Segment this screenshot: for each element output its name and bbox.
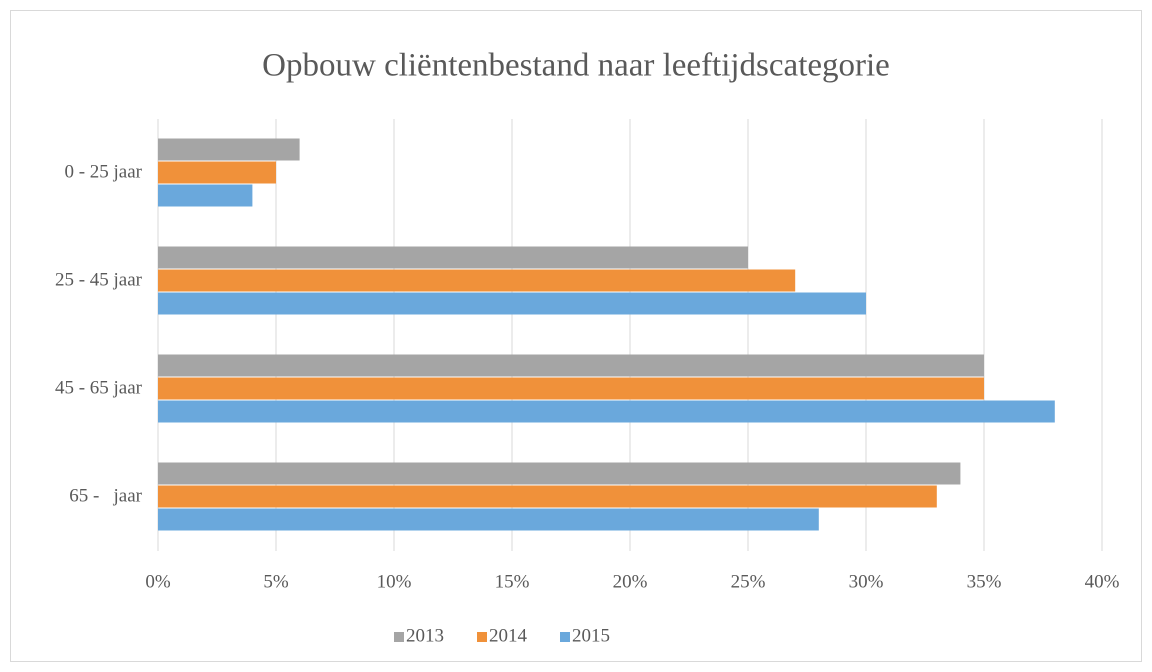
- legend-label: 2015: [572, 625, 610, 646]
- bar: [158, 246, 748, 269]
- y-tick-label: 65 - jaar: [69, 485, 142, 506]
- legend-label: 2013: [406, 625, 444, 646]
- y-tick-label: 0 - 25 jaar: [64, 161, 142, 182]
- bar: [158, 462, 961, 485]
- x-tick-label: 20%: [613, 571, 648, 592]
- x-tick-label: 25%: [731, 571, 766, 592]
- x-tick-label: 0%: [145, 571, 171, 592]
- y-tick-label: 25 - 45 jaar: [55, 269, 143, 290]
- bar: [158, 400, 1055, 423]
- y-tick-label: 45 - 65 jaar: [55, 377, 143, 398]
- bar: [158, 377, 984, 400]
- chart-border: [10, 10, 1142, 662]
- bar: [158, 269, 796, 292]
- bar: [158, 161, 276, 184]
- x-tick-label: 40%: [1085, 571, 1120, 592]
- x-tick-label: 10%: [377, 571, 412, 592]
- legend-swatch: [560, 632, 570, 642]
- x-tick-label: 5%: [263, 571, 289, 592]
- bar: [158, 184, 253, 207]
- x-tick-label: 15%: [495, 571, 530, 592]
- legend-swatch: [394, 632, 404, 642]
- bar: [158, 508, 819, 531]
- x-tick-label: 35%: [967, 571, 1002, 592]
- bar: [158, 292, 866, 315]
- bar: [158, 354, 984, 377]
- legend-label: 2014: [489, 625, 528, 646]
- legend-swatch: [477, 632, 487, 642]
- chart-title: Opbouw cliëntenbestand naar leeftijdscat…: [262, 48, 890, 84]
- x-tick-label: 30%: [849, 571, 884, 592]
- bar: [158, 485, 937, 508]
- bar: [158, 138, 300, 161]
